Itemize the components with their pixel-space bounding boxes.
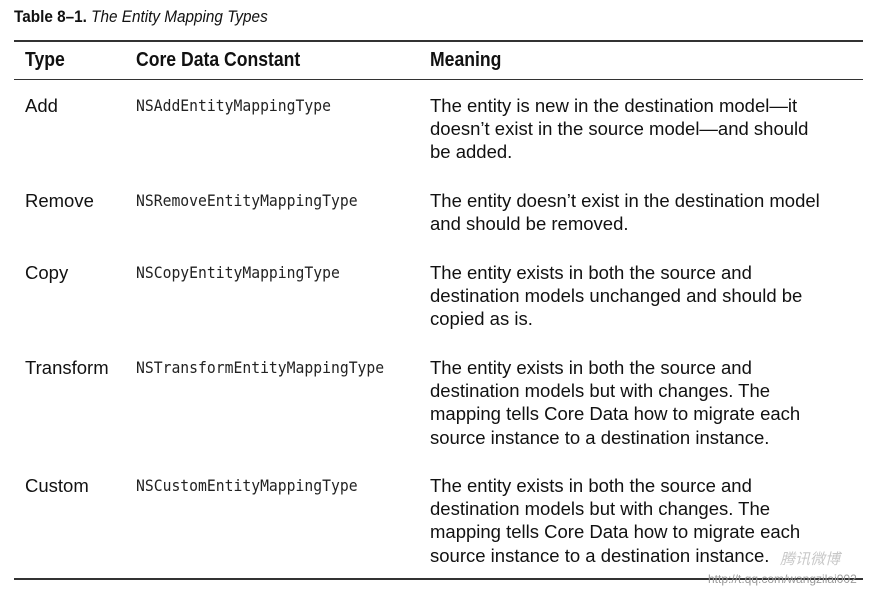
type-cell: Custom: [25, 475, 89, 496]
meaning-line: The entity exists in both the source and: [430, 357, 752, 378]
type-cell: Remove: [25, 190, 94, 211]
meaning-line: source instance to a destination instanc…: [430, 544, 770, 566]
meaning-line: The entity doesn’t exist in the destinat…: [430, 190, 820, 211]
meaning-line: copied as is.: [430, 308, 533, 330]
constant-cell: NSRemoveEntityMappingType: [136, 191, 358, 210]
meaning-line: The entity exists in both the source and: [430, 475, 752, 496]
meaning-cell: The entity exists in both the source and…: [430, 261, 860, 331]
meaning-line: destination models but with changes. The: [430, 498, 771, 520]
meaning-cell: The entity doesn’t exist in the destinat…: [430, 189, 860, 235]
watermark-url: http://t.qq.com/wangzilai002: [708, 572, 857, 586]
meaning-cell: The entity is new in the destination mod…: [430, 94, 860, 164]
meaning-line: doesn’t exist in the source model—and sh…: [430, 118, 809, 140]
type-cell: Add: [25, 95, 58, 116]
constant-cell: NSCopyEntityMappingType: [136, 263, 340, 282]
meaning-line: mapping tells Core Data how to migrate e…: [430, 521, 801, 543]
meaning-line: mapping tells Core Data how to migrate e…: [430, 403, 801, 425]
type-cell: Copy: [25, 262, 69, 283]
meaning-line: be added.: [430, 141, 513, 163]
watermark-brand: 腾讯微博: [780, 551, 841, 568]
top-rule: [14, 40, 863, 42]
column-header-meaning: Meaning: [430, 49, 502, 71]
constant-cell: NSTransformEntityMappingType: [136, 358, 385, 377]
meaning-line: The entity is new in the destination mod…: [430, 95, 798, 116]
meaning-cell: The entity exists in both the source and…: [430, 356, 860, 449]
bottom-rule: [14, 578, 863, 580]
meaning-line: The entity exists in both the source and: [430, 262, 752, 283]
meaning-line: and should be removed.: [430, 213, 629, 235]
column-header-type: Type: [25, 49, 65, 71]
table-caption: Table 8–1. The Entity Mapping Types: [14, 7, 268, 27]
meaning-cell: The entity exists in both the source and…: [430, 474, 860, 567]
table-title: The Entity Mapping Types: [91, 7, 268, 26]
meaning-line: destination models unchanged and should …: [430, 285, 803, 307]
constant-cell: NSAddEntityMappingType: [136, 96, 331, 115]
column-header-constant: Core Data Constant: [136, 49, 301, 71]
meaning-line: destination models but with changes. The: [430, 380, 771, 402]
header-rule: [14, 79, 863, 80]
meaning-line: source instance to a destination instanc…: [430, 426, 770, 448]
type-cell: Transform: [25, 357, 109, 378]
table-number: Table 8–1.: [14, 7, 87, 26]
constant-cell: NSCustomEntityMappingType: [136, 476, 358, 495]
